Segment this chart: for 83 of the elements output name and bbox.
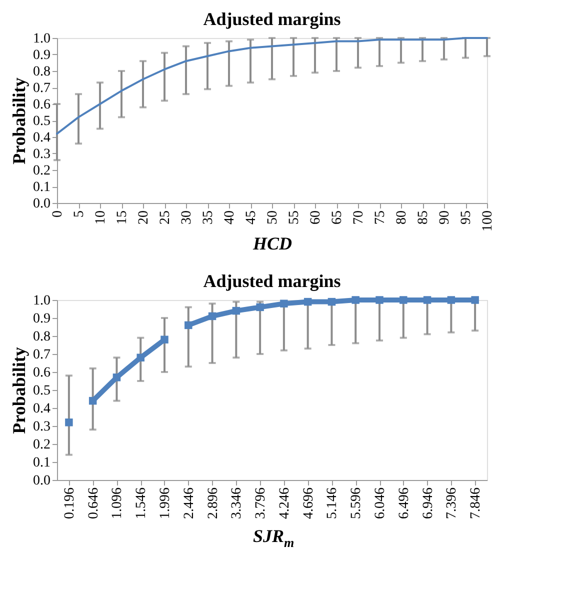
x-tick-label: 30: [180, 210, 194, 224]
point: [304, 298, 312, 306]
point: [136, 354, 144, 362]
chart-title: Adjusted margins: [203, 271, 341, 291]
point: [256, 303, 264, 312]
x-tick-label: 95: [459, 210, 474, 224]
point: [184, 321, 192, 330]
y-tick-label: 1.0: [33, 294, 50, 308]
point: [376, 296, 384, 304]
x-tick-label: 10: [94, 210, 108, 224]
y-tick-label: 0.3: [33, 420, 50, 434]
y-tick-label: 1.0: [33, 32, 50, 46]
point: [352, 296, 360, 304]
x-tick-label: 1.996: [158, 488, 173, 519]
y-tick-label: 0.8: [33, 64, 50, 80]
chart-title: Adjusted margins: [203, 9, 341, 29]
y-axis-title: Probability: [9, 78, 29, 164]
x-axis-title: HCD: [252, 234, 292, 254]
point: [232, 306, 240, 315]
x-tick-label: 0.196: [62, 488, 78, 519]
y-tick-label: 0.8: [33, 330, 50, 344]
point: [208, 312, 216, 320]
y-tick-label: 0.6: [33, 366, 50, 380]
y-tick-label: 0.1: [33, 180, 50, 195]
point: [423, 296, 432, 304]
x-tick-label: 70: [352, 210, 366, 224]
x-tick-label: 40: [222, 210, 238, 224]
x-tick-label: 20: [136, 210, 152, 224]
y-tick-label: 0.4: [33, 402, 50, 416]
y-tick-label: 0.3: [33, 147, 50, 162]
x-tick-label: 5.596: [349, 488, 364, 519]
point: [112, 374, 121, 382]
x-tick-label: 35: [201, 210, 216, 224]
x-tick-label: 65: [330, 210, 345, 224]
x-tick-label: 0.646: [86, 488, 102, 519]
y-tick-label: 0.7: [33, 81, 50, 96]
x-tick-label: 15: [115, 210, 130, 224]
x-tick-label: 90: [438, 210, 452, 224]
x-tick-label: 2.446: [182, 488, 197, 519]
y-axis-title: Probability: [9, 347, 29, 434]
point: [328, 298, 336, 306]
x-tick-label: 100: [480, 210, 496, 232]
point: [447, 296, 456, 304]
x-tick-label: 6.946: [420, 488, 436, 519]
x-tick-label: 1.546: [134, 488, 150, 519]
y-tick-label: 0.4: [33, 130, 50, 146]
y-tick-label: 0.9: [33, 48, 50, 63]
y-tick-label: 0.1: [33, 456, 50, 470]
x-tick-label: 60: [308, 210, 324, 224]
point: [88, 396, 97, 405]
x-tick-label: 4.696: [301, 488, 316, 519]
x-tick-label: 7.396: [444, 488, 460, 519]
x-tick-label: 85: [416, 210, 431, 224]
x-tick-label: 45: [244, 210, 259, 224]
x-tick-label: 55: [287, 210, 302, 224]
point: [400, 296, 408, 304]
x-tick-label: 1.096: [110, 488, 126, 519]
y-tick-label: 0.5: [33, 114, 50, 129]
point: [160, 336, 168, 344]
x-tick-label: 80: [394, 210, 410, 224]
x-tick-label: 7.846: [468, 488, 484, 519]
y-tick-label: 0.7: [33, 348, 50, 362]
x-tick-label: 25: [158, 210, 173, 224]
x-tick-label: 6.496: [396, 488, 412, 519]
x-tick-label: 3.346: [230, 488, 245, 519]
y-tick-label: 0.2: [33, 164, 50, 178]
x-tick-label: 5.146: [325, 488, 340, 519]
x-tick-label: 3.796: [254, 488, 269, 519]
x-tick-label: 6.046: [373, 488, 388, 519]
y-tick-label: 0.9: [33, 312, 50, 326]
x-tick-label: 75: [373, 210, 388, 224]
x-tick-label: 5: [72, 210, 87, 218]
point: [471, 296, 479, 304]
y-tick-label: 0.2: [33, 438, 50, 452]
x-tick-label: 4.246: [277, 488, 292, 519]
x-tick-label: 0: [50, 210, 66, 218]
y-tick-label: 0.0: [33, 196, 50, 212]
x-tick-label: 50: [266, 210, 280, 224]
y-tick-label: 0.6: [33, 98, 50, 112]
y-tick-label: 0.0: [33, 474, 50, 488]
point: [280, 300, 288, 308]
x-tick-label: 2.896: [206, 488, 221, 519]
y-tick-label: 0.5: [33, 384, 50, 398]
